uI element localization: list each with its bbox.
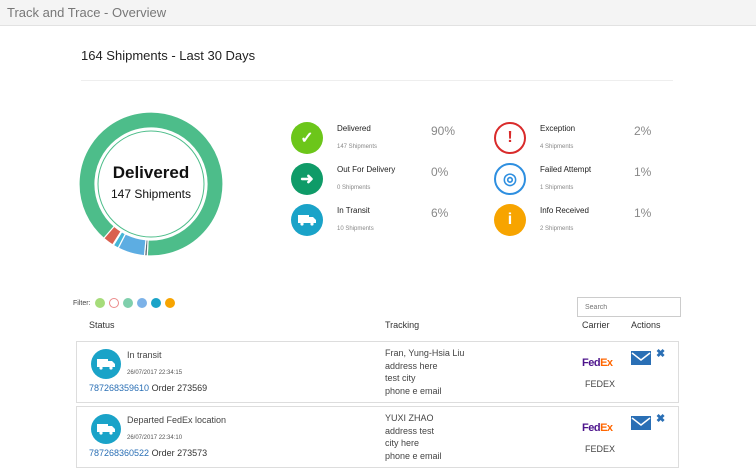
- shipment-row[interactable]: In transit 26/07/2017 22:34:15 787268359…: [76, 341, 679, 403]
- shipment-row[interactable]: Departed FedEx location 26/07/2017 22:34…: [76, 406, 679, 468]
- out-for-delivery-icon: ➜: [291, 163, 323, 195]
- email-icon[interactable]: [631, 351, 651, 365]
- donut-title: Delivered: [113, 163, 190, 182]
- email-icon[interactable]: [631, 416, 651, 430]
- close-icon[interactable]: ✖: [656, 413, 666, 425]
- stat-count: 147 Shipments: [337, 144, 378, 150]
- stat-percent: 1%: [634, 165, 652, 179]
- stat-percent: 0%: [431, 165, 449, 179]
- order-number: Order 273573: [149, 448, 208, 458]
- fedex-logo: FedEx: [582, 422, 613, 434]
- filter-bar: Filter:: [73, 298, 175, 308]
- status-datetime: 26/07/2017 22:34:15: [127, 370, 183, 376]
- stat-percent: 2%: [634, 124, 652, 138]
- filter-in-transit-icon[interactable]: [150, 298, 161, 308]
- stat-label: Delivered: [337, 124, 371, 133]
- filter-exception-icon[interactable]: [108, 298, 119, 308]
- stat-count: 4 Shipments: [540, 144, 574, 150]
- column-carrier: Carrier: [582, 320, 610, 330]
- stat-label: Out For Delivery: [337, 165, 396, 174]
- order-number: Order 273569: [149, 383, 208, 393]
- stat-label: Exception: [540, 124, 576, 133]
- stat-percent: 6%: [431, 206, 449, 220]
- stat-count: 10 Shipments: [337, 226, 374, 232]
- close-icon[interactable]: ✖: [656, 348, 666, 360]
- address-line: address test: [385, 425, 435, 436]
- info-icon: i: [494, 204, 526, 236]
- status-text: In transit: [127, 350, 162, 360]
- recipient-address: Fran, Yung-Hsia Liu address here test city…: [385, 347, 464, 397]
- filter-out-for-delivery-icon[interactable]: [122, 298, 133, 308]
- address-line: address here: [385, 360, 438, 371]
- donut-subtitle: 147 Shipments: [111, 187, 191, 201]
- address-line: YUXI ZHAO: [385, 413, 434, 423]
- stat-count: 2 Shipments: [540, 226, 574, 232]
- filter-info-received-icon[interactable]: [164, 298, 175, 308]
- column-status: Status: [89, 320, 115, 330]
- truck-icon: [91, 349, 121, 379]
- status-donut-chart: Delivered 147 Shipments: [78, 111, 224, 257]
- check-icon: ✓: [291, 122, 323, 154]
- divider: [81, 80, 673, 81]
- filter-label: Filter:: [73, 299, 91, 307]
- tracking-link[interactable]: 787268360522: [89, 448, 150, 458]
- address-line: test city: [385, 373, 416, 383]
- stat-percent: 1%: [634, 206, 652, 220]
- carrier-name: FEDEX: [585, 444, 616, 454]
- stat-label: Failed Attempt: [540, 165, 592, 174]
- stat-percent: 90%: [431, 124, 456, 138]
- window-title: Track and Trace - Overview: [7, 5, 167, 20]
- stat-label: In Transit: [337, 206, 370, 215]
- page-title: 164 Shipments - Last 30 Days: [81, 48, 256, 63]
- address-line: Fran, Yung-Hsia Liu: [385, 348, 465, 358]
- stat-count: 1 Shipments: [540, 185, 574, 191]
- address-line: phone e email: [385, 385, 442, 396]
- donut-slice-delivered: [78, 111, 224, 257]
- status-text: Departed FedEx location: [127, 415, 227, 425]
- truck-icon: [91, 414, 121, 444]
- column-tracking: Tracking: [385, 320, 420, 330]
- truck-icon: [291, 204, 323, 236]
- exclamation-icon: !: [494, 122, 526, 154]
- carrier-name: FEDEX: [585, 379, 616, 389]
- donut-slice-exception: [102, 225, 122, 246]
- fedex-logo: FedEx: [582, 357, 613, 369]
- address-line: city here: [385, 438, 420, 448]
- search-input[interactable]: [577, 297, 681, 317]
- column-actions: Actions: [631, 320, 661, 330]
- stat-label: Info Received: [540, 206, 589, 215]
- target-icon: ◎: [494, 163, 526, 195]
- address-line: phone e email: [385, 450, 442, 461]
- filter-delivered-icon[interactable]: [94, 298, 105, 308]
- status-datetime: 26/07/2017 22:34:10: [127, 435, 183, 441]
- stat-count: 0 Shipments: [337, 185, 371, 191]
- recipient-address: YUXI ZHAO address test city here phone e em…: [385, 412, 442, 462]
- title-bar: Track and Trace - Overview: [0, 0, 756, 26]
- filter-failed-attempt-icon[interactable]: [136, 298, 147, 308]
- tracking-link[interactable]: 787268359610: [89, 383, 150, 393]
